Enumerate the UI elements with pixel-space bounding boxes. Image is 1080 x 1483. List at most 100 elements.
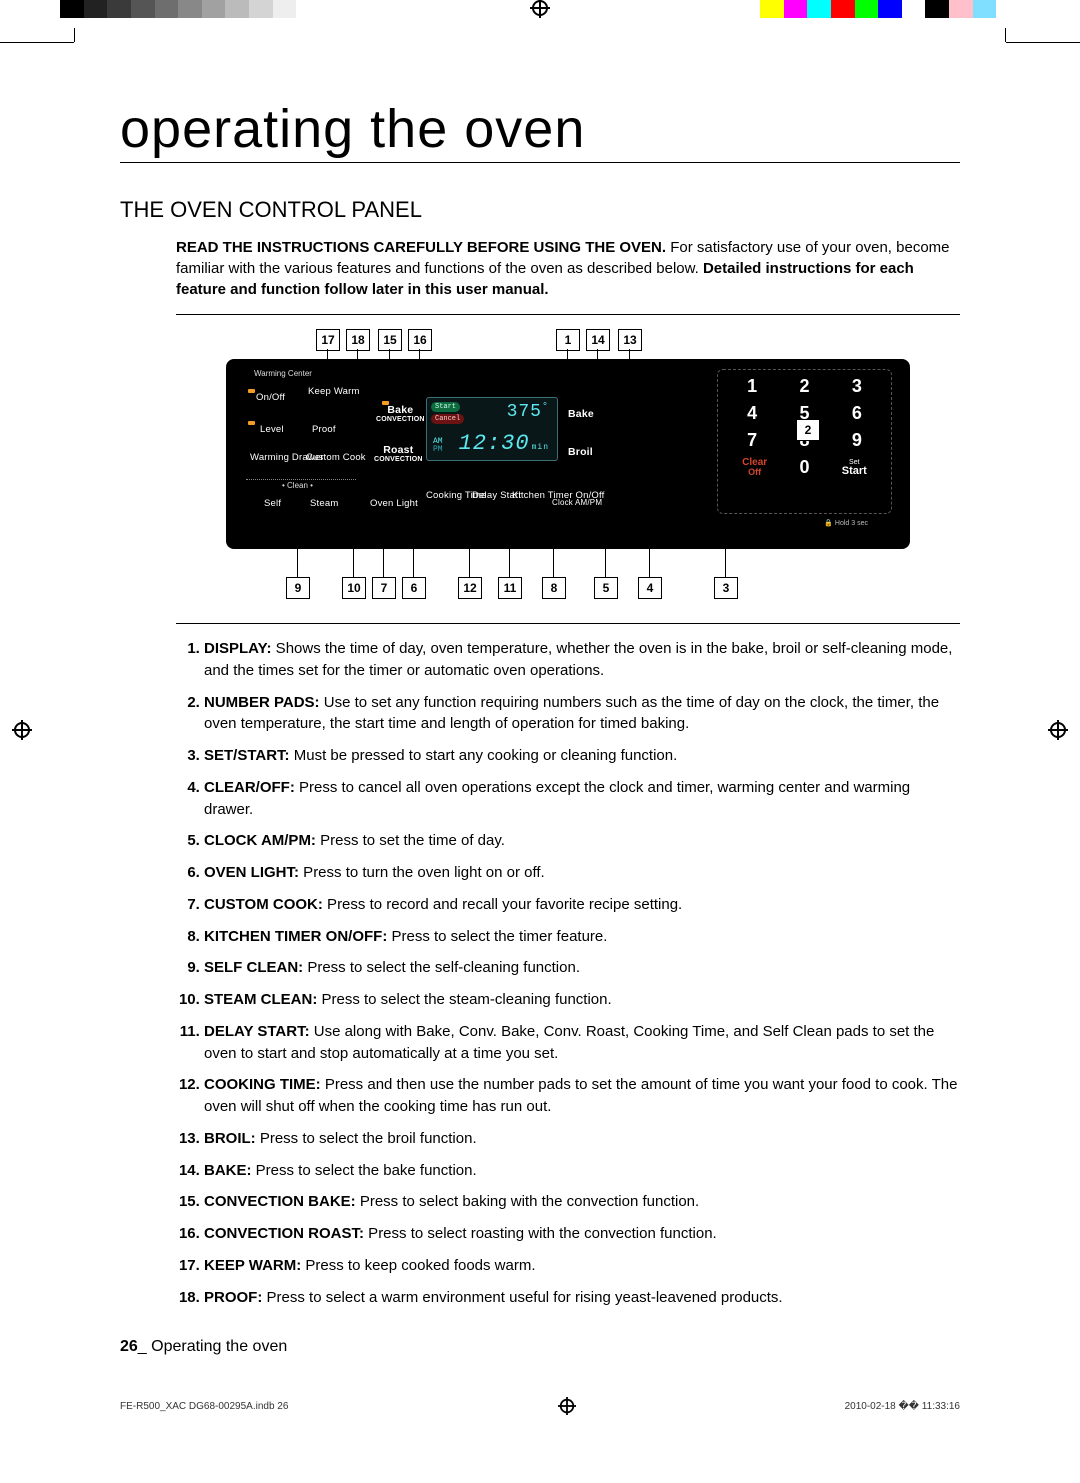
divider <box>176 314 960 315</box>
list-item: BAKE: Press to select the bake function. <box>204 1160 960 1182</box>
print-calibration-strip <box>0 0 1080 18</box>
term: CONVECTION BAKE: <box>204 1193 356 1210</box>
list-item: SET/START: Must be pressed to start any … <box>204 745 960 767</box>
list-item: DISPLAY: Shows the time of day, oven tem… <box>204 638 960 682</box>
list-item: STEAM CLEAN: Press to select the steam-c… <box>204 989 960 1011</box>
keypad-0[interactable]: 0 <box>799 457 809 478</box>
term: DELAY START: <box>204 1023 310 1040</box>
callout-3: 3 <box>714 577 738 599</box>
conv-roast-button[interactable]: RoastCONVECTION <box>374 445 423 463</box>
display-time: 12:30min <box>459 431 549 456</box>
hold-label: 🔒 Hold 3 sec <box>824 519 868 527</box>
term: BROIL: <box>204 1130 256 1147</box>
section-heading: THE OVEN CONTROL PANEL <box>120 197 960 223</box>
list-item: NUMBER PADS: Use to set any function req… <box>204 692 960 736</box>
callout-10: 10 <box>342 577 366 599</box>
grayscale-bar <box>60 0 320 18</box>
list-item: KITCHEN TIMER ON/OFF: Press to select th… <box>204 926 960 948</box>
display-ampm: AMPM <box>433 438 443 454</box>
color-bar <box>760 0 1020 18</box>
print-footer: FE-R500_XAC DG68-00295A.indb 26 2010-02-… <box>0 1396 1080 1430</box>
number-keypad: 123456789ClearOff0SetStart <box>717 369 892 514</box>
keypad-3[interactable]: 3 <box>831 376 883 397</box>
level-button[interactable]: Level <box>260 425 284 435</box>
print-timestamp: 2010-02-18 �� 11:33:16 <box>845 1401 960 1412</box>
list-item: OVEN LIGHT: Press to turn the oven light… <box>204 862 960 884</box>
oven-control-panel: Warming Center On/Off Keep Warm Level Pr… <box>226 359 910 549</box>
list-item: BROIL: Press to select the broil functio… <box>204 1128 960 1150</box>
bake-button[interactable]: Bake <box>568 409 594 420</box>
conv-bake-button[interactable]: BakeCONVECTION <box>376 405 425 423</box>
callout-4: 4 <box>638 577 662 599</box>
registration-mark-icon <box>12 720 32 740</box>
callout-18: 18 <box>346 329 370 351</box>
term: STEAM CLEAN: <box>204 991 317 1008</box>
keypad-1[interactable]: 1 <box>726 376 778 397</box>
keypad-7[interactable]: 7 <box>726 430 778 451</box>
onoff-button[interactable]: On/Off <box>256 393 285 403</box>
list-item: CLEAR/OFF: Press to cancel all oven oper… <box>204 777 960 821</box>
clock-button[interactable]: Clock AM/PM <box>552 499 602 507</box>
keypad-2[interactable]: 2 <box>779 376 831 397</box>
term: SET/START: <box>204 747 290 764</box>
term: SELF CLEAN: <box>204 959 303 976</box>
callout-17: 17 <box>316 329 340 351</box>
list-item: PROOF: Press to select a warm environmen… <box>204 1287 960 1309</box>
broil-button[interactable]: Broil <box>568 447 593 458</box>
callout-6: 6 <box>402 577 426 599</box>
set-start-button[interactable]: SetStart <box>842 459 867 477</box>
display-cancel-pill: Cancel <box>431 414 464 424</box>
callout-11: 11 <box>498 577 522 599</box>
intro-paragraph: READ THE INSTRUCTIONS CAREFULLY BEFORE U… <box>176 237 960 300</box>
print-file: FE-R500_XAC DG68-00295A.indb 26 <box>120 1401 288 1412</box>
keep-warm-button[interactable]: Keep Warm <box>308 387 360 397</box>
page-content: operating the oven THE OVEN CONTROL PANE… <box>0 18 1080 1396</box>
callout-12: 12 <box>458 577 482 599</box>
term: PROOF: <box>204 1289 262 1306</box>
led-icon <box>248 421 255 425</box>
self-clean-button[interactable]: Self <box>264 499 281 509</box>
registration-mark-icon <box>558 1397 576 1415</box>
divider <box>176 623 960 624</box>
callout-9: 9 <box>286 577 310 599</box>
list-item: CONVECTION BAKE: Press to select baking … <box>204 1191 960 1213</box>
keypad-4[interactable]: 4 <box>726 403 778 424</box>
intro-lead: READ THE INSTRUCTIONS CAREFULLY BEFORE U… <box>176 239 666 256</box>
footer-label: _ Operating the oven <box>138 1338 287 1355</box>
list-item: KEEP WARM: Press to keep cooked foods wa… <box>204 1255 960 1277</box>
list-item: COOKING TIME: Press and then use the num… <box>204 1074 960 1118</box>
term: KEEP WARM: <box>204 1257 301 1274</box>
term: OVEN LIGHT: <box>204 864 299 881</box>
page-number: 26 <box>120 1338 138 1355</box>
display-temperature: 375° <box>507 402 549 422</box>
term: DISPLAY: <box>204 640 272 657</box>
oven-display: Start Cancel 375° AMPM 12:30min <box>426 397 558 461</box>
warming-center-label: Warming Center <box>254 369 312 378</box>
keypad-9[interactable]: 9 <box>831 430 883 451</box>
proof-button[interactable]: Proof <box>312 425 336 435</box>
callout-7: 7 <box>372 577 396 599</box>
page-footer: 26_ Operating the oven <box>120 1338 960 1356</box>
callout-5: 5 <box>594 577 618 599</box>
keypad-6[interactable]: 6 <box>831 403 883 424</box>
term: COOKING TIME: <box>204 1076 321 1093</box>
clear-off-button[interactable]: ClearOff <box>742 458 767 477</box>
term: CONVECTION ROAST: <box>204 1225 364 1242</box>
callout-13: 13 <box>618 329 642 351</box>
registration-mark-icon <box>530 0 550 18</box>
led-icon <box>248 389 255 393</box>
description-list: DISPLAY: Shows the time of day, oven tem… <box>176 638 960 1308</box>
term: BAKE: <box>204 1162 252 1179</box>
registration-mark-icon <box>1048 720 1068 740</box>
term: CLEAR/OFF: <box>204 779 295 796</box>
term: NUMBER PADS: <box>204 694 320 711</box>
list-item: SELF CLEAN: Press to select the self-cle… <box>204 957 960 979</box>
display-start-pill: Start <box>431 402 460 412</box>
steam-clean-button[interactable]: Steam <box>310 499 338 509</box>
page-title: operating the oven <box>120 98 960 163</box>
term: KITCHEN TIMER ON/OFF: <box>204 928 387 945</box>
list-item: CLOCK AM/PM: Press to set the time of da… <box>204 830 960 852</box>
clean-label: • Clean • <box>282 481 313 490</box>
oven-light-button[interactable]: Oven Light <box>370 499 418 509</box>
custom-cook-button[interactable]: Custom Cook <box>306 453 366 463</box>
